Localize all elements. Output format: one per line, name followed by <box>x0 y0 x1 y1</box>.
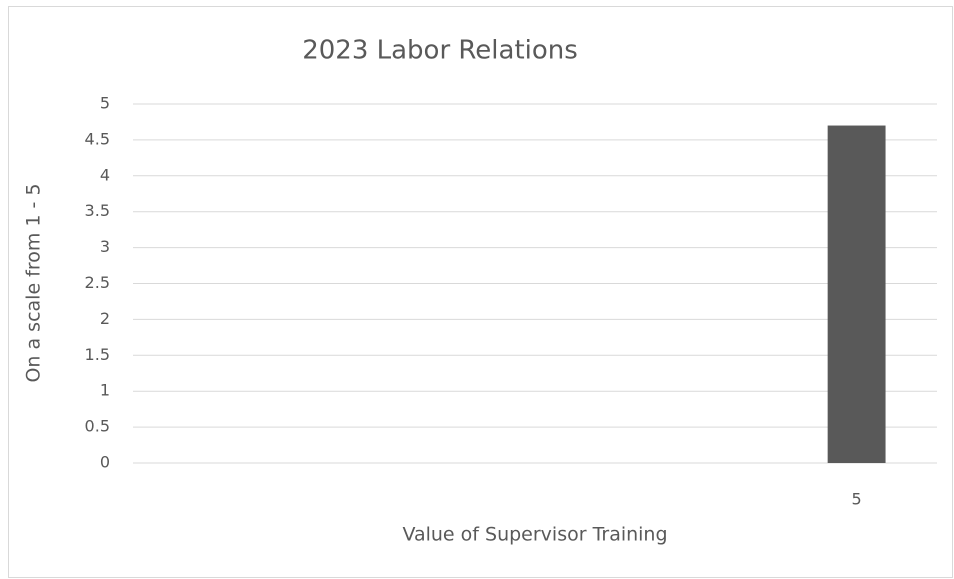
y-tick-label: 3 <box>100 237 110 256</box>
y-tick-label: 2 <box>100 309 110 328</box>
y-tick-label: 1 <box>100 381 110 400</box>
y-tick-label: 0.5 <box>85 417 110 436</box>
bar <box>827 125 886 463</box>
chart-frame <box>8 6 953 578</box>
y-tick-label: 3.5 <box>85 201 110 220</box>
chart-title: 2023 Labor Relations <box>302 36 578 66</box>
y-tick-label: 4 <box>100 165 110 184</box>
y-tick-label: 1.5 <box>85 345 110 364</box>
y-tick-label: 0 <box>100 453 110 472</box>
y-tick-label: 2.5 <box>85 273 110 292</box>
y-tick-label: 4.5 <box>85 129 110 148</box>
x-axis-label: Value of Supervisor Training <box>402 524 667 546</box>
x-tick-label: 5 <box>852 490 862 509</box>
y-axis-label: On a scale from 1 - 5 <box>23 183 45 382</box>
y-tick-label: 5 <box>100 94 110 113</box>
